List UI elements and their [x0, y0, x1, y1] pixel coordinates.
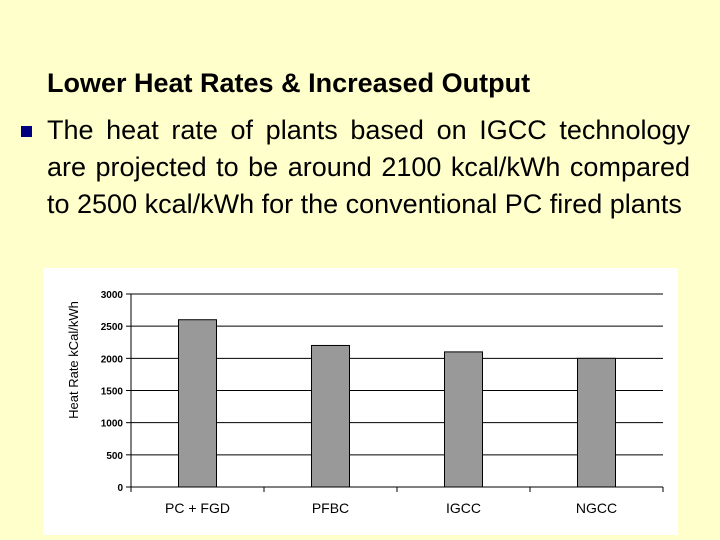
bullet-text: The heat rate of plants based on IGCC te…: [47, 115, 690, 219]
x-tick-label: IGCC: [446, 500, 481, 516]
gridlines: [131, 293, 663, 456]
x-tick-label: NGCC: [576, 500, 617, 516]
bar: [577, 357, 616, 488]
y-tick-labels: 0 500 1000 1500 2000 2500 3000: [101, 290, 124, 494]
bar: [444, 351, 483, 488]
y-tick-label: 1000: [101, 419, 124, 430]
slide-heading: Lower Heat Rates & Increased Output: [47, 68, 531, 98]
axes: [126, 293, 664, 492]
bar: [311, 344, 350, 488]
y-tick-label: 2000: [101, 354, 124, 365]
y-tick-label: 3000: [101, 290, 124, 301]
x-tick-label: PC + FGD: [165, 500, 230, 516]
y-tick-label: 500: [106, 451, 123, 462]
bar-chart: 0 500 1000 1500 2000 2500 3000 PC + FGD PFBC IGC…: [66, 290, 664, 516]
bar: [178, 319, 217, 488]
y-tick-label: 0: [117, 483, 123, 494]
x-tick-label: PFBC: [312, 500, 349, 516]
chart-panel: 0 500 1000 1500 2000 2500 3000 PC + FGD PFBC IGC…: [43, 268, 678, 535]
y-tick-label: 2500: [101, 322, 124, 333]
bullet-square-icon: [21, 126, 32, 137]
y-tick-label: 1500: [101, 387, 124, 398]
x-tick-labels: PC + FGD PFBC IGCC NGCC: [165, 500, 617, 516]
bars: [178, 319, 616, 488]
y-axis-label: Heat Rate kCal/kWh: [66, 301, 81, 419]
